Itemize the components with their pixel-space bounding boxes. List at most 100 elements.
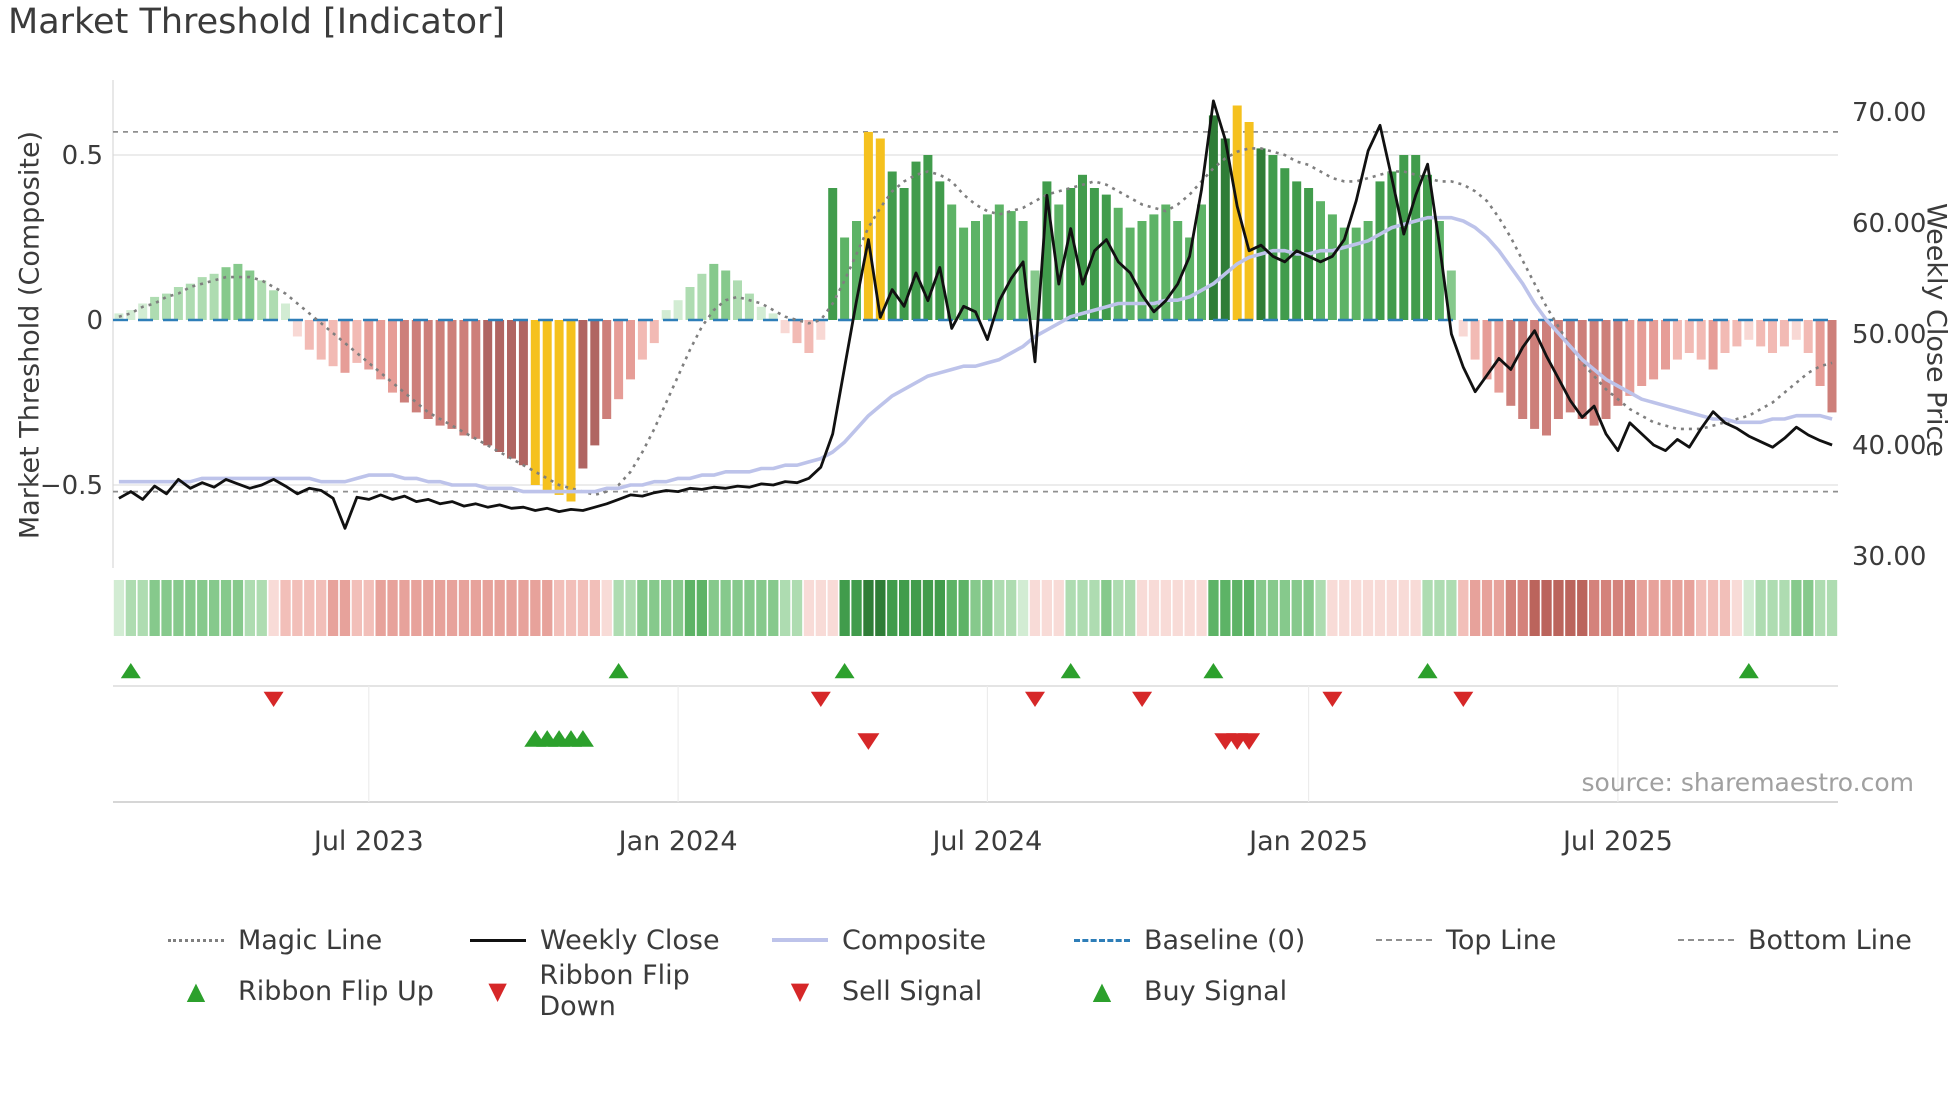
threshold-bar (1161, 204, 1171, 320)
ribbon-cell (446, 580, 458, 636)
threshold-bar (1506, 320, 1516, 406)
threshold-bar (1601, 320, 1611, 419)
ribbon-cell (1089, 580, 1100, 636)
threshold-bar (566, 320, 576, 502)
threshold-bar (1006, 211, 1016, 320)
threshold-bar (1268, 155, 1278, 320)
ribbon-cell (209, 580, 220, 636)
ribbon-cell (589, 580, 600, 636)
heatmap-ribbon (113, 580, 1838, 636)
ribbon-cell (113, 580, 125, 636)
threshold-bar (1518, 320, 1528, 419)
ribbon-cell (1779, 580, 1790, 636)
flip-down-marker (1132, 691, 1153, 707)
ribbon-cell (518, 580, 529, 636)
threshold-bar (899, 188, 909, 320)
flip-down-marker (263, 691, 284, 707)
threshold-bar (1446, 270, 1456, 320)
threshold-bars (114, 105, 1837, 502)
threshold-bar (1351, 227, 1361, 320)
threshold-bar (376, 320, 386, 380)
ribbon-cell (684, 580, 696, 636)
threshold-bar (530, 320, 540, 485)
threshold-bar (602, 320, 612, 419)
threshold-bar (637, 320, 647, 360)
chart-title: Market Threshold [Indicator] (8, 2, 506, 42)
ribbon-cell (1017, 580, 1029, 636)
flip-down-marker (1453, 691, 1474, 707)
ribbon-cell (625, 580, 636, 636)
threshold-bar (1625, 320, 1635, 396)
threshold-bar (245, 270, 255, 320)
legend-item-weekly-close: Weekly Close (470, 925, 772, 956)
source-credit: source: sharemaestro.com (1581, 768, 1915, 797)
ribbon-cell (137, 580, 148, 636)
weekly-close-line (118, 99, 1833, 530)
threshold-bar (1708, 320, 1718, 370)
ribbon-cell (1279, 580, 1290, 636)
threshold-bar (804, 320, 814, 353)
ribbon-flip-up-markers (120, 663, 1759, 679)
threshold-bar (1637, 320, 1647, 386)
threshold-bar (1744, 320, 1754, 340)
threshold-bar (649, 320, 659, 344)
buy-signal-marker (571, 730, 594, 747)
legend-label: Buy Signal (1144, 975, 1288, 1007)
threshold-bar (281, 303, 290, 320)
ribbon-cell (875, 580, 886, 636)
threshold-bar (661, 310, 671, 320)
ribbon-cell (530, 580, 541, 636)
legend-label: Bottom Line (1748, 924, 1912, 956)
ribbon-cell (601, 580, 612, 636)
ribbon-cell (1791, 580, 1802, 636)
threshold-bar (1363, 221, 1373, 320)
threshold-bar (1565, 320, 1575, 413)
legend-label: Composite (842, 924, 987, 956)
right-axis-label: Weekly Close Price (1920, 202, 1952, 458)
ribbon-cell (1208, 580, 1219, 636)
ribbon-cell (1041, 580, 1052, 636)
threshold-bar (292, 320, 302, 337)
ribbon-cell (304, 580, 315, 636)
market-threshold-chart: Jul 2023 Jan 2024 Jul 2024 Jan 2025 Jul 2025… (40, 80, 1926, 857)
ribbon-cell (1255, 580, 1267, 636)
ribbon-cell (1565, 580, 1576, 636)
flip-up-marker (1060, 663, 1081, 679)
ribbon-cell (1767, 580, 1778, 636)
threshold-bar (1756, 320, 1766, 347)
line-swatch-close (470, 938, 526, 942)
x-tick-label: Jul 2025 (1561, 826, 1673, 857)
ribbon-cell (839, 580, 850, 636)
left-tick-label: −0.5 (40, 471, 103, 501)
threshold-bar (816, 320, 826, 340)
threshold-bar (364, 320, 374, 370)
threshold-bar (578, 320, 588, 469)
ribbon-cell (1612, 580, 1624, 636)
threshold-bar (697, 273, 707, 320)
ribbon-cell (1362, 580, 1374, 636)
right-tick-label: 50.00 (1852, 320, 1926, 350)
flip-up-marker (1738, 663, 1759, 679)
legend-row-markers: ▲ Ribbon Flip Up ▼ Ribbon Flip Down ▼ Sell Si… (168, 960, 1960, 1022)
ribbon-cell (970, 580, 981, 636)
ribbon-cell (851, 580, 862, 636)
flip-up-marker (1203, 663, 1224, 679)
line-swatch-magic (168, 938, 224, 942)
ribbon-cell (185, 580, 196, 636)
ribbon-cell (542, 580, 553, 636)
threshold-bar (209, 273, 219, 320)
legend-label: Magic Line (238, 924, 383, 956)
ribbon-cell (922, 580, 934, 636)
ribbon-cell (613, 580, 624, 636)
threshold-bar (1197, 204, 1206, 320)
ribbon-cell (197, 580, 208, 636)
threshold-bar (471, 320, 481, 439)
ribbon-cell (1458, 580, 1469, 636)
composite-line (118, 215, 1833, 494)
ribbon-cell (1196, 580, 1207, 636)
ribbon-cell (1636, 580, 1647, 636)
ribbon-cell (815, 580, 826, 636)
ribbon-cell (946, 580, 957, 636)
threshold-bar (1470, 320, 1480, 360)
threshold-bar (1208, 115, 1218, 321)
